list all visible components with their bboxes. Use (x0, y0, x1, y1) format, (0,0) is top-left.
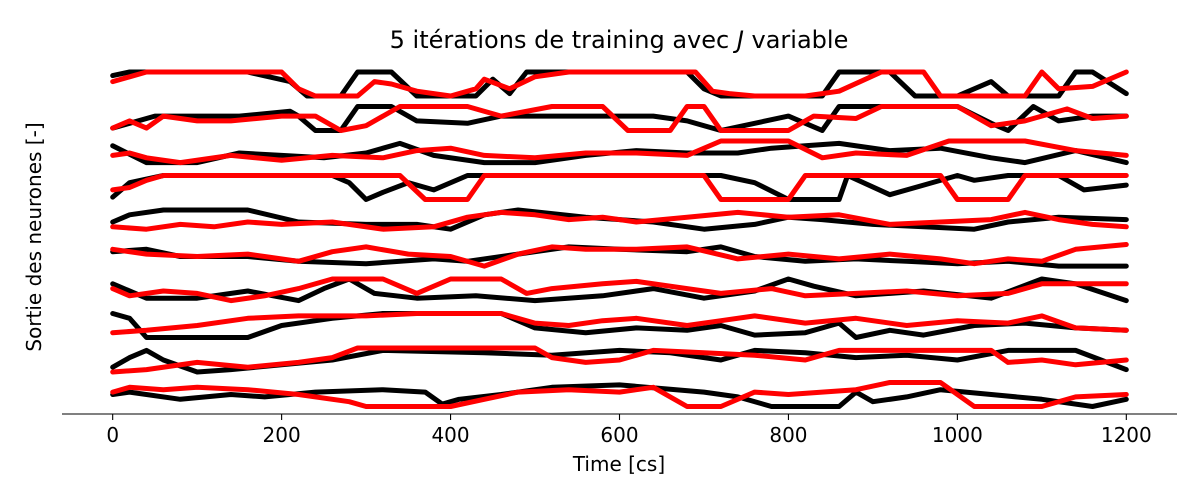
chart-title: 5 itérations de training avec J variable (390, 26, 849, 54)
red-trace-neuron-5 (110, 209, 1129, 232)
x-tick-label-200: 200 (263, 423, 301, 447)
x-tick-label-800: 800 (769, 423, 807, 447)
black-trace-neuron-10 (110, 382, 1129, 409)
red-trace-neuron-10 (110, 380, 1129, 409)
x-tick-label-400: 400 (431, 423, 469, 447)
red-trace-neuron-7 (110, 276, 1129, 304)
x-tick-label-1000: 1000 (932, 423, 983, 447)
red-trace-neuron-8 (110, 311, 1129, 336)
x-tick-label-600: 600 (600, 423, 638, 447)
red-trace-neuron-1 (110, 69, 1129, 99)
red-trace-neuron-9 (110, 345, 1129, 375)
red-trace-neuron-2 (110, 104, 1129, 133)
black-trace-neuron-2 (110, 104, 1129, 133)
x-tick-label-0: 0 (106, 423, 119, 447)
red-trace-neuron-3 (110, 138, 1129, 166)
trace-group (110, 69, 1129, 409)
black-trace-neuron-4 (110, 173, 1129, 202)
x-axis-ticks: 0 200 400 600 800 1000 1200 (106, 414, 1152, 447)
red-trace-neuron-6 (110, 242, 1129, 269)
black-trace-neuron-1 (110, 69, 1129, 99)
black-trace-neuron-8 (110, 311, 1129, 340)
red-trace-neuron-4 (110, 173, 1129, 202)
x-axis-label: Time [cs] (572, 452, 665, 476)
y-axis-label: Sortie des neurones [-] (22, 122, 46, 351)
x-tick-label-1200: 1200 (1101, 423, 1152, 447)
